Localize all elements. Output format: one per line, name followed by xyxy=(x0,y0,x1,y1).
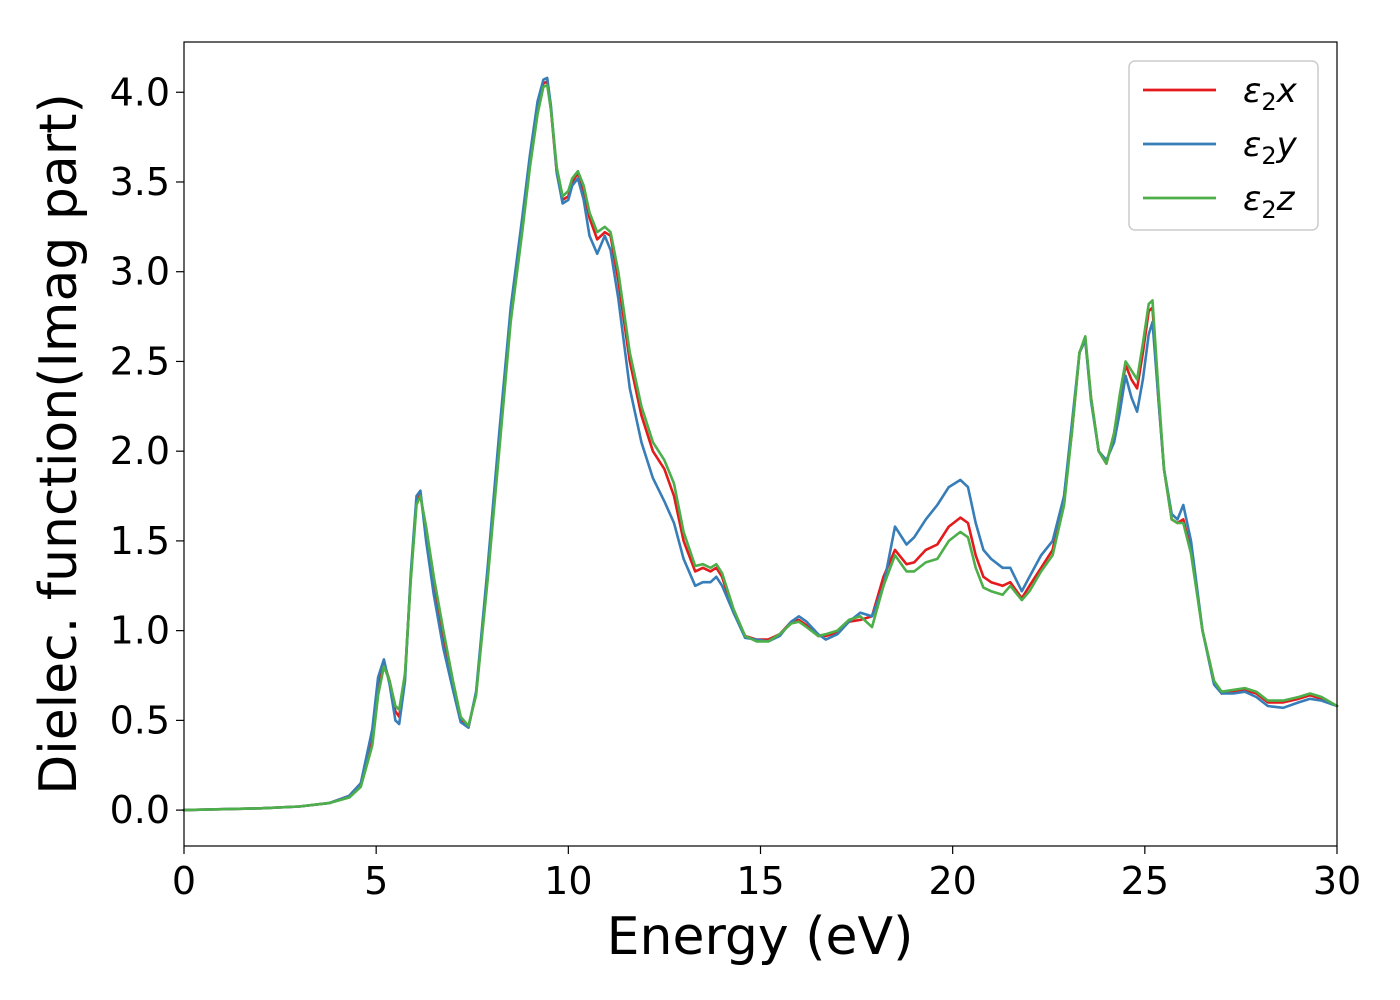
legend-label-z: ε2z xyxy=(1243,179,1296,224)
y-tick-label: 2.5 xyxy=(110,339,170,383)
x-tick-label: 10 xyxy=(544,859,592,903)
y-tick-label: 0.5 xyxy=(110,698,170,742)
y-tick-label: 4.0 xyxy=(110,70,170,114)
y-tick-label: 3.5 xyxy=(110,160,170,204)
x-tick-label: 15 xyxy=(736,859,784,903)
legend-box xyxy=(1128,60,1319,231)
legend: ε2x ε2y ε2z xyxy=(1128,60,1319,231)
x-tick-label: 25 xyxy=(1121,859,1169,903)
y-tick-label: 0.0 xyxy=(110,788,170,832)
y-tick-label: 3.0 xyxy=(110,250,170,294)
series-line-z xyxy=(182,83,1339,812)
x-tick-label: 0 xyxy=(172,859,196,903)
x-axis-label: Energy (eV) xyxy=(607,907,914,967)
y-axis: 0.0 0.5 1.0 1.5 2.0 2.5 3.0 3.5 4.0 xyxy=(110,70,184,832)
y-tick-label: 1.5 xyxy=(110,519,170,563)
x-tick-label: 20 xyxy=(928,859,976,903)
series-layer xyxy=(182,76,1339,812)
legend-label-y: ε2y xyxy=(1243,125,1298,170)
x-tick-label: 30 xyxy=(1313,859,1361,903)
y-tick-label: 1.0 xyxy=(110,609,170,653)
x-axis: 0 5 10 15 20 25 30 xyxy=(172,846,1361,903)
y-tick-label: 2.0 xyxy=(110,429,170,473)
y-axis-label: Dielec. function(Imag part) xyxy=(29,93,89,795)
x-tick-label: 5 xyxy=(364,859,388,903)
legend-label-x: ε2x xyxy=(1243,71,1298,116)
